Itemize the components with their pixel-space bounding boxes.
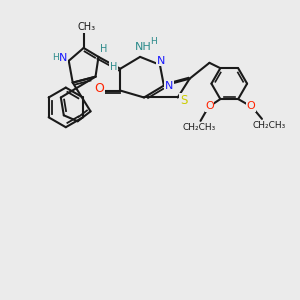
Text: H: H xyxy=(52,53,59,62)
Text: H: H xyxy=(151,37,157,46)
Text: H: H xyxy=(110,62,117,72)
Text: N: N xyxy=(58,53,67,63)
Text: O: O xyxy=(94,82,104,95)
Text: O: O xyxy=(247,101,255,111)
Text: S: S xyxy=(180,94,188,107)
Text: O: O xyxy=(205,101,214,111)
Text: N: N xyxy=(165,81,173,91)
Text: CH₃: CH₃ xyxy=(77,22,96,32)
Text: NH: NH xyxy=(135,42,152,52)
Text: CH₂CH₃: CH₂CH₃ xyxy=(252,121,286,130)
Text: N: N xyxy=(157,56,165,66)
Text: H: H xyxy=(100,44,107,54)
Text: CH₂CH₃: CH₂CH₃ xyxy=(183,123,216,132)
